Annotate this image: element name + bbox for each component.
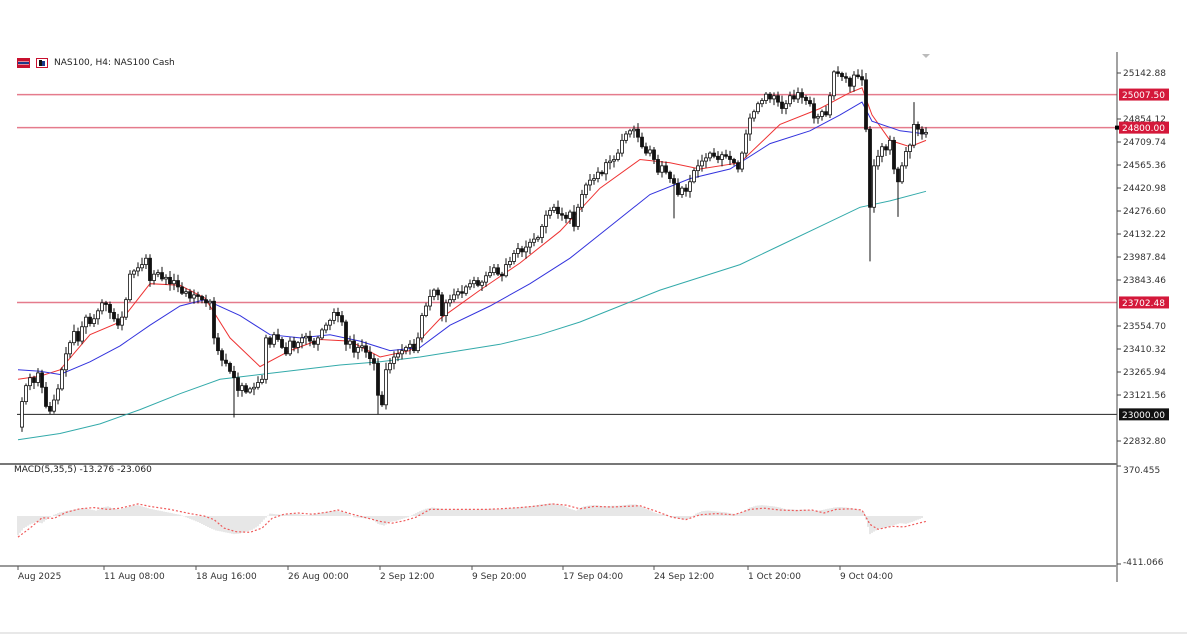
price-tick-label: 23554.70 [1123, 322, 1166, 332]
moving-average-line [17, 101, 927, 376]
horizontal-levels[interactable] [17, 93, 1117, 415]
moving-average-line [17, 87, 927, 380]
divider [0, 632, 1187, 634]
time-axis-label: 2 Sep 12:00 [380, 572, 435, 582]
time-axis-label: 26 Aug 00:00 [288, 572, 349, 582]
price-tick-label: 23121.56 [1123, 391, 1166, 401]
macd-signal-line [17, 503, 927, 538]
price-tick-label: 22832.80 [1123, 437, 1166, 447]
time-axis-label: 1 Oct 20:00 [748, 572, 801, 582]
svg-text:25007.50: 25007.50 [1122, 91, 1165, 101]
time-axis-label: 9 Sep 20:00 [472, 572, 527, 582]
candlestick-icon[interactable] [36, 58, 48, 68]
price-axis: 25142.88 24854.12 24709.74 24565.36 24420.98… [0, 52, 1166, 582]
symbol-title: NAS100, H4: NAS100 Cash [54, 58, 175, 68]
bars-icon[interactable] [17, 58, 30, 68]
time-axis: Aug 2025 11 Aug 08:00 18 Aug 16:00 26 Aug 0… [17, 566, 893, 582]
price-tick-label: 24420.98 [1123, 184, 1166, 194]
time-axis-label: 17 Sep 04:00 [563, 572, 623, 582]
time-axis-label: 9 Oct 04:00 [840, 572, 893, 582]
price-tick-label: 23265.94 [1123, 368, 1166, 378]
price-tick-label: 24565.36 [1123, 161, 1166, 171]
svg-text:24800.00: 24800.00 [1122, 124, 1165, 134]
price-tag: 23000.00 [1119, 408, 1169, 421]
macd-axis-bottom: -411.066 [1123, 558, 1164, 568]
price-tick-label: 24276.60 [1123, 207, 1166, 217]
time-axis-label: 24 Sep 12:00 [654, 572, 714, 582]
price-tag: 24800.00 [1119, 121, 1169, 134]
chart-title-bar: NAS100, H4: NAS100 Cash [17, 57, 175, 69]
macd-panel: 370.455 -411.066 [17, 465, 1164, 568]
price-tag: 23702.48 [1119, 296, 1169, 309]
svg-text:23000.00: 23000.00 [1122, 411, 1165, 421]
shift-marker-icon[interactable] [922, 54, 930, 58]
price-tick-label: 23843.46 [1123, 276, 1166, 286]
time-axis-label: 11 Aug 08:00 [104, 572, 165, 582]
price-tick-label: 25142.88 [1123, 69, 1166, 79]
price-tick-label: 24854.12 [1123, 115, 1166, 125]
price-tick-label: 23410.32 [1123, 345, 1166, 355]
price-tags: 25007.50 24800.00 23702.48 23000.00 [1115, 88, 1169, 421]
price-tag: 25007.50 [1119, 88, 1169, 101]
time-axis-label: Aug 2025 [18, 572, 61, 582]
price-tick-label: 24132.22 [1123, 230, 1166, 240]
candlesticks [20, 66, 928, 432]
macd-axis-top: 370.455 [1123, 466, 1160, 476]
macd-title: MACD(5,35,5) -13.276 -23.060 [14, 465, 152, 475]
moving-averages [17, 87, 927, 441]
time-axis-label: 18 Aug 16:00 [196, 572, 257, 582]
price-tick-label: 24709.74 [1123, 138, 1166, 148]
moving-average-line [17, 190, 927, 441]
price-tick-label: 23987.84 [1123, 253, 1166, 263]
svg-text:23702.48: 23702.48 [1122, 299, 1165, 309]
